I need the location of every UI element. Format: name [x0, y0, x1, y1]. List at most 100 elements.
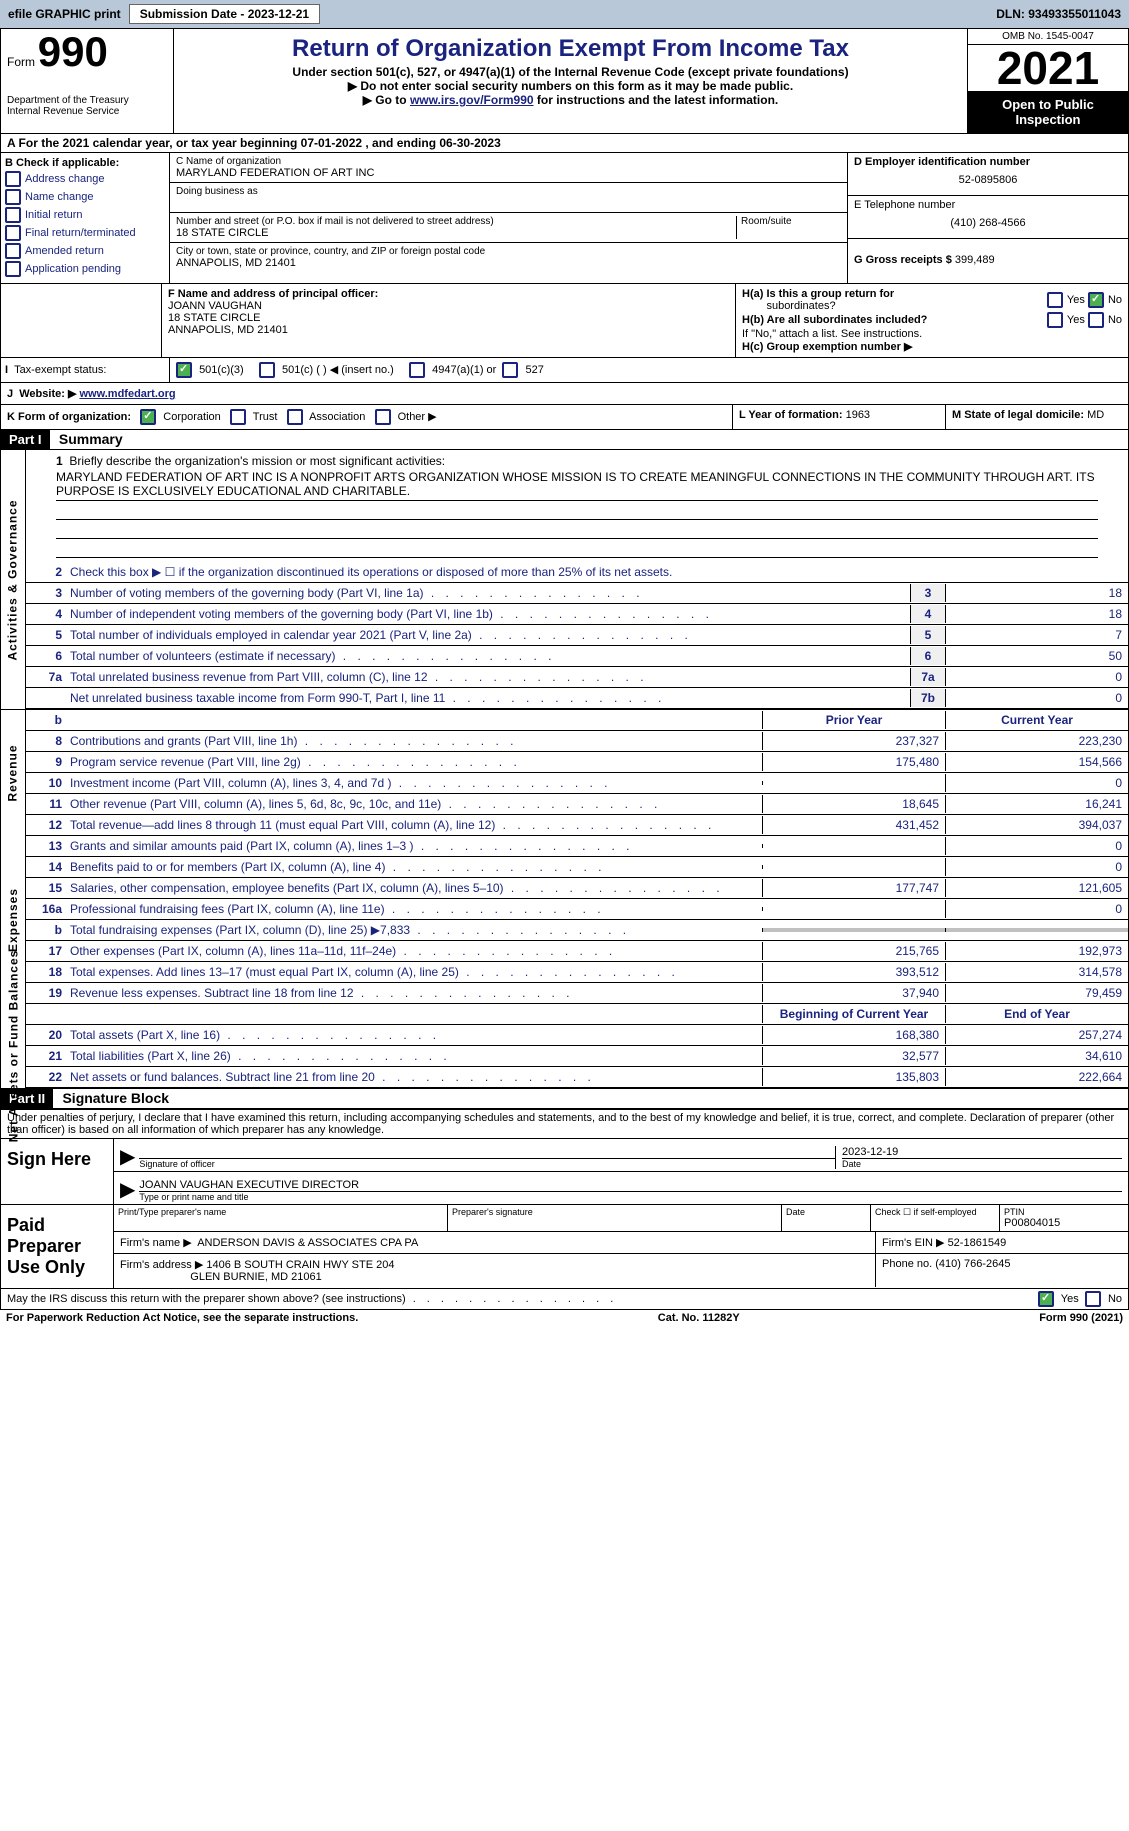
- ha-yes-check[interactable]: Yes: [1047, 292, 1085, 308]
- section-b-g: B Check if applicable: Address change Na…: [0, 153, 1129, 284]
- summary-line-10: 10Investment income (Part VIII, column (…: [26, 773, 1128, 794]
- check-name-change[interactable]: Name change: [5, 189, 165, 205]
- line-2: 2 Check this box ▶ ☐ if the organization…: [26, 562, 1128, 583]
- check-final-return[interactable]: Final return/terminated: [5, 225, 165, 241]
- firm-addr2: GLEN BURNIE, MD 21061: [190, 1271, 321, 1283]
- firm-addr1: 1406 B SOUTH CRAIN HWY STE 204: [206, 1259, 394, 1271]
- ein-cell: D Employer identification number 52-0895…: [848, 153, 1128, 196]
- check-corp[interactable]: Corporation: [140, 411, 221, 423]
- check-assoc[interactable]: Association: [287, 411, 366, 423]
- form-note2: ▶ Go to www.irs.gov/Form990 for instruct…: [182, 93, 959, 107]
- ha-no-check[interactable]: No: [1088, 292, 1122, 308]
- gross-receipts: 399,489: [955, 254, 995, 266]
- firm-name: ANDERSON DAVIS & ASSOCIATES CPA PA: [197, 1237, 418, 1249]
- hb-yes-check[interactable]: Yes: [1047, 312, 1085, 328]
- form-title: Return of Organization Exempt From Incom…: [182, 35, 959, 63]
- irs-label: Internal Revenue Service: [7, 106, 167, 117]
- phone-cell: E Telephone number (410) 268-4566: [848, 196, 1128, 239]
- footer-right: Form 990 (2021): [1039, 1312, 1123, 1324]
- summary-line-6: 6Total number of volunteers (estimate if…: [26, 646, 1128, 667]
- officer-typed-name: JOANN VAUGHAN EXECUTIVE DIRECTOR: [139, 1179, 1122, 1191]
- may-discuss-row: May the IRS discuss this return with the…: [1, 1288, 1128, 1309]
- summary-line-19: 19Revenue less expenses. Subtract line 1…: [26, 983, 1128, 1004]
- street-address: 18 STATE CIRCLE: [176, 227, 736, 239]
- summary-line-16a: 16aProfessional fundraising fees (Part I…: [26, 899, 1128, 920]
- efile-label: efile GRAPHIC print: [8, 7, 121, 21]
- org-name: MARYLAND FEDERATION OF ART INC: [176, 167, 841, 179]
- summary-line-11: 11Other revenue (Part VIII, column (A), …: [26, 794, 1128, 815]
- dln-label: DLN: 93493355011043: [996, 7, 1121, 21]
- summary-line-12: 12Total revenue—add lines 8 through 11 (…: [26, 815, 1128, 836]
- form-of-org: K Form of organization: Corporation Trus…: [1, 405, 733, 429]
- check-4947[interactable]: 4947(a)(1) or: [409, 364, 496, 376]
- column-b-checks: B Check if applicable: Address change Na…: [1, 153, 170, 283]
- part1-title: Summary: [53, 429, 129, 449]
- topbar: efile GRAPHIC print Submission Date - 20…: [0, 0, 1129, 29]
- irs-link[interactable]: www.irs.gov/Form990: [410, 93, 534, 107]
- org-name-cell: C Name of organization MARYLAND FEDERATI…: [170, 153, 847, 183]
- column-c-org: C Name of organization MARYLAND FEDERATI…: [170, 153, 848, 283]
- street-cell: Number and street (or P.O. box if mail i…: [170, 213, 847, 243]
- year-formation: L Year of formation: 1963: [733, 405, 946, 429]
- summary-line-7a: 7aTotal unrelated business revenue from …: [26, 667, 1128, 688]
- check-501c3[interactable]: 501(c)(3): [176, 364, 244, 376]
- ein-value: 52-0895806: [854, 168, 1122, 192]
- part2-title: Signature Block: [56, 1088, 175, 1108]
- check-other[interactable]: Other ▶: [375, 411, 437, 423]
- discuss-no-check[interactable]: No: [1085, 1291, 1122, 1307]
- check-501c[interactable]: 501(c) ( ) ◀ (insert no.): [259, 364, 394, 376]
- website-link[interactable]: www.mdfedart.org: [79, 388, 175, 400]
- check-initial-return[interactable]: Initial return: [5, 207, 165, 223]
- summary-line-17: 17Other expenses (Part IX, column (A), l…: [26, 941, 1128, 962]
- self-employed-check[interactable]: Check ☐ if self-employed: [870, 1205, 999, 1231]
- h-section: H(a) Is this a group return for subordin…: [736, 284, 1128, 357]
- row-f-h: F Name and address of principal officer:…: [0, 284, 1129, 358]
- state-domicile: M State of legal domicile: MD: [946, 405, 1128, 429]
- firm-ein: 52-1861549: [948, 1237, 1007, 1249]
- summary-line-9: 9Program service revenue (Part VIII, lin…: [26, 752, 1128, 773]
- form-subtitle: Under section 501(c), 527, or 4947(a)(1)…: [182, 65, 959, 79]
- phone-value: (410) 268-4566: [854, 211, 1122, 235]
- open-inspection-label: Open to Public Inspection: [968, 91, 1128, 133]
- hb-no-check[interactable]: No: [1088, 312, 1122, 328]
- firm-phone: (410) 766-2645: [935, 1258, 1010, 1270]
- paid-preparer-row: Paid Preparer Use Only Print/Type prepar…: [1, 1204, 1128, 1288]
- ptin-value: P00804015: [1004, 1217, 1124, 1229]
- footer-left: For Paperwork Reduction Act Notice, see …: [6, 1312, 358, 1324]
- summary-expenses: Expenses 13Grants and similar amounts pa…: [0, 836, 1129, 1004]
- row-j-website: J Website: ▶ www.mdfedart.org: [0, 383, 1129, 405]
- row-i-tax-status: I Tax-exempt status: 501(c)(3) 501(c) ( …: [0, 358, 1129, 383]
- summary-line-4: 4Number of independent voting members of…: [26, 604, 1128, 625]
- check-amended-return[interactable]: Amended return: [5, 243, 165, 259]
- form-990-number: 990: [38, 28, 108, 75]
- summary-line-21: 21Total liabilities (Part X, line 26)32,…: [26, 1046, 1128, 1067]
- dept-treasury: Department of the Treasury: [7, 95, 167, 106]
- row-k-l-m: K Form of organization: Corporation Trus…: [0, 405, 1129, 430]
- check-application-pending[interactable]: Application pending: [5, 261, 165, 277]
- signature-date: 2023-12-19: [842, 1146, 1122, 1158]
- discuss-yes-check[interactable]: Yes: [1038, 1291, 1079, 1307]
- signature-block: Under penalties of perjury, I declare th…: [0, 1109, 1129, 1310]
- city-cell: City or town, state or province, country…: [170, 243, 847, 272]
- check-527[interactable]: 527: [502, 364, 543, 376]
- form-header-right: OMB No. 1545-0047 2021 Open to Public In…: [967, 29, 1128, 133]
- city-state-zip: ANNAPOLIS, MD 21401: [176, 257, 841, 269]
- netassets-tab: Net Assets or Fund Balances: [1, 1004, 26, 1088]
- submission-date-button[interactable]: Submission Date - 2023-12-21: [129, 4, 320, 24]
- officer-signature-field[interactable]: ▶ Signature of officer 2023-12-19 Date: [114, 1139, 1128, 1172]
- check-trust[interactable]: Trust: [230, 411, 278, 423]
- part1-header: Part I: [1, 430, 50, 449]
- form-note1: ▶ Do not enter social security numbers o…: [182, 79, 959, 93]
- page-footer: For Paperwork Reduction Act Notice, see …: [0, 1310, 1129, 1326]
- netassets-header-row: Beginning of Current Year End of Year: [26, 1004, 1128, 1025]
- sign-here-label: Sign Here: [1, 1139, 114, 1204]
- summary-line-7b: Net unrelated business taxable income fr…: [26, 688, 1128, 709]
- check-address-change[interactable]: Address change: [5, 171, 165, 187]
- summary-line-15: 15Salaries, other compensation, employee…: [26, 878, 1128, 899]
- form-prefix: Form: [7, 55, 35, 69]
- arrow-icon: ▶: [120, 1144, 135, 1169]
- tax-year: 2021: [968, 45, 1128, 91]
- column-d-g: D Employer identification number 52-0895…: [848, 153, 1128, 283]
- activities-tab: Activities & Governance: [1, 450, 26, 709]
- summary-line-3: 3Number of voting members of the governi…: [26, 583, 1128, 604]
